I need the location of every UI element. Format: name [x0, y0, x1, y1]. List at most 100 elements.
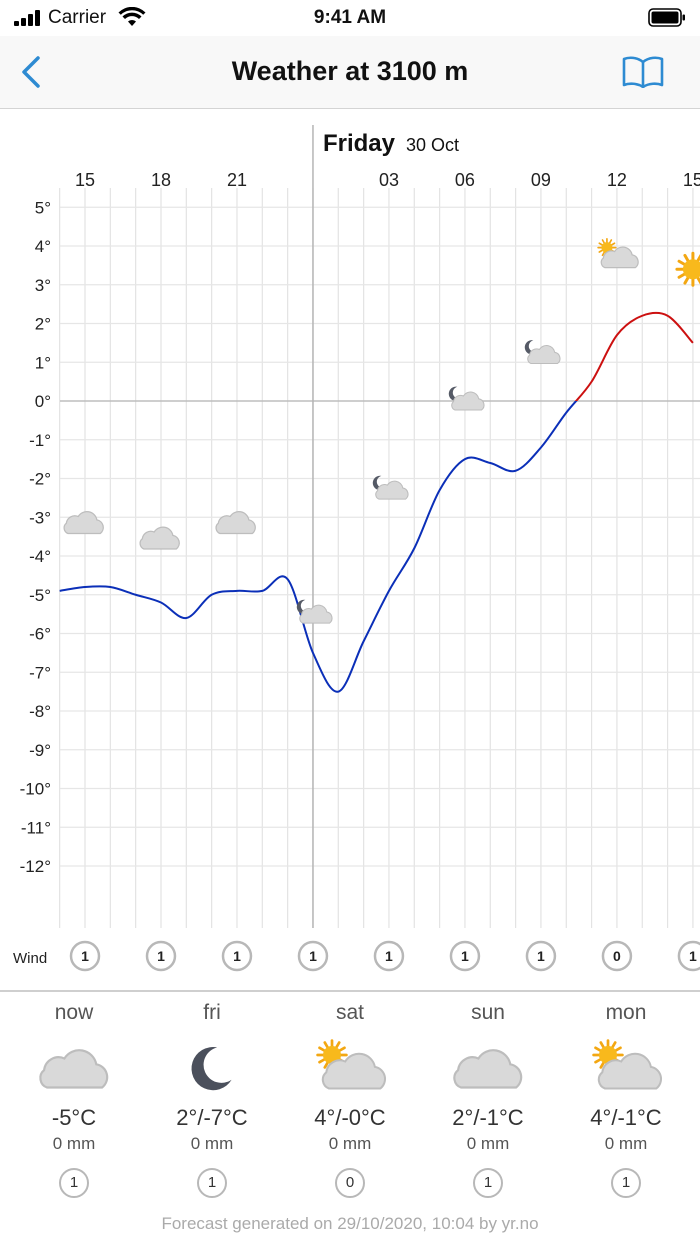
day-wind-badge: 1	[473, 1168, 503, 1198]
wind-circle	[373, 940, 405, 972]
wind-circle	[297, 940, 329, 972]
moon-shape	[191, 1047, 232, 1091]
x-tick-label: 09	[531, 170, 551, 190]
cloud-icon	[139, 526, 180, 550]
chart-grid	[59, 188, 700, 928]
sun-cloud-icon	[597, 237, 639, 269]
wind-label: Wind	[13, 950, 47, 967]
moon-cloud-icon	[296, 599, 333, 624]
sun-ray	[598, 242, 603, 246]
day-temperature: 4°/-1°C	[590, 1105, 662, 1130]
y-tick-label: -8°	[29, 702, 51, 721]
status-bar: Carrier 9:41 AM	[0, 0, 700, 36]
y-tick-label: 2°	[35, 315, 51, 334]
sun-ray	[610, 242, 616, 246]
moon-shape	[448, 386, 463, 402]
wind-badge: 1	[677, 940, 700, 972]
book-icon[interactable]	[622, 56, 664, 88]
day-label: sat	[335, 1001, 364, 1024]
wind-value: 1	[81, 948, 89, 964]
signal-icon	[14, 10, 40, 26]
sun-ray	[614, 1046, 622, 1052]
moon-shape	[296, 599, 311, 615]
weather-symbols	[63, 237, 700, 624]
sun-ray	[696, 254, 700, 263]
wind-circle	[601, 940, 633, 972]
sun-icon	[675, 251, 700, 287]
x-tick-label: 06	[455, 170, 475, 190]
sun-ray	[318, 1058, 326, 1064]
cloud-icon	[375, 480, 409, 500]
x-tick-label: 15	[683, 170, 700, 190]
day-header: Friday 30 Oct	[323, 130, 459, 157]
wind-circle	[677, 940, 700, 972]
wind-badge: 1	[69, 940, 101, 972]
chevron-left-icon[interactable]	[16, 54, 46, 90]
day-wind-badge: 0	[335, 1168, 365, 1198]
cloud-shape	[600, 246, 639, 269]
wind-circle	[221, 940, 253, 972]
sun-ray	[677, 272, 686, 279]
moon-icon	[191, 1047, 232, 1091]
sun-ray	[594, 1058, 602, 1064]
sun-icon	[675, 251, 700, 287]
x-tick-label: 18	[151, 170, 171, 190]
wind-badge: 1	[525, 940, 557, 972]
day-sun[interactable]: sun 2°/-1°C 0 mm 1	[419, 992, 557, 1202]
cloud-icon	[597, 1052, 663, 1090]
cloud-icon	[321, 1052, 387, 1090]
y-tick-label: -11°	[21, 818, 51, 837]
forecast-footer: Forecast generated on 29/10/2020, 10:04 …	[161, 1214, 539, 1233]
day-now[interactable]: now -5°C 0 mm 1	[5, 992, 143, 1202]
cloud-shape	[597, 1052, 663, 1090]
wind-badge: 1	[373, 940, 405, 972]
day-precipitation: 0 mm	[190, 1134, 234, 1153]
y-tick-label: -7°	[29, 663, 51, 682]
cloud-icon	[139, 526, 180, 550]
y-tick-label: -4°	[29, 547, 51, 566]
day-wind-badge: 1	[197, 1168, 227, 1198]
y-tick-label: 0°	[35, 392, 51, 411]
wind-value: 1	[537, 948, 545, 964]
day-wind-badge: 1	[59, 1168, 89, 1198]
wind-badge: 0	[601, 940, 633, 972]
battery-icon	[648, 8, 685, 27]
y-tick-label: -3°	[29, 508, 51, 527]
day-name: Friday	[323, 130, 396, 157]
y-tick-label: -2°	[29, 470, 51, 489]
day-precipitation: 0 mm	[328, 1134, 372, 1153]
wind-badge: 1	[145, 940, 177, 972]
sun-ray	[601, 239, 606, 244]
moon-cloud-icon	[448, 386, 485, 411]
cloud-icon	[215, 511, 256, 535]
y-tick-label: 5°	[35, 198, 51, 217]
cloud-shape	[39, 1049, 109, 1089]
moon-icon	[524, 340, 539, 355]
cloud-shape	[139, 526, 180, 550]
sun-disc	[682, 259, 700, 280]
wind-badge: 1	[297, 940, 329, 972]
day-temperature: 2°/-7°C	[176, 1105, 248, 1130]
day-date: 30 Oct	[406, 135, 459, 155]
daily-forecast: now -5°C 0 mm 1 fri 2°/-7°C 0 mm 1 sat 4°/-0°C 0 m…	[0, 992, 700, 1202]
day-sat[interactable]: sat 4°/-0°C 0 mm 0	[281, 992, 419, 1202]
wind-value: 1	[157, 948, 165, 964]
cloud-icon	[215, 511, 256, 535]
sun-disc	[599, 1046, 617, 1064]
y-tick-label: 3°	[35, 276, 51, 295]
sun-cloud-icon	[316, 1039, 387, 1090]
wind-circle	[449, 940, 481, 972]
wifi-icon	[118, 7, 146, 26]
wind-circle	[145, 940, 177, 972]
day-precipitation: 0 mm	[52, 1134, 96, 1153]
day-mon[interactable]: mon 4°/-1°C 0 mm 1	[557, 992, 695, 1202]
y-tick-label: 4°	[35, 237, 51, 256]
y-tick-label: -1°	[29, 431, 51, 450]
cloud-icon	[63, 511, 104, 535]
x-tick-label: 03	[379, 170, 399, 190]
sun-ray	[598, 249, 603, 253]
moon-icon	[448, 386, 463, 402]
y-tick-label: -5°	[29, 586, 51, 605]
day-fri[interactable]: fri 2°/-7°C 0 mm 1	[143, 992, 281, 1202]
moon-cloud-icon	[372, 475, 409, 500]
